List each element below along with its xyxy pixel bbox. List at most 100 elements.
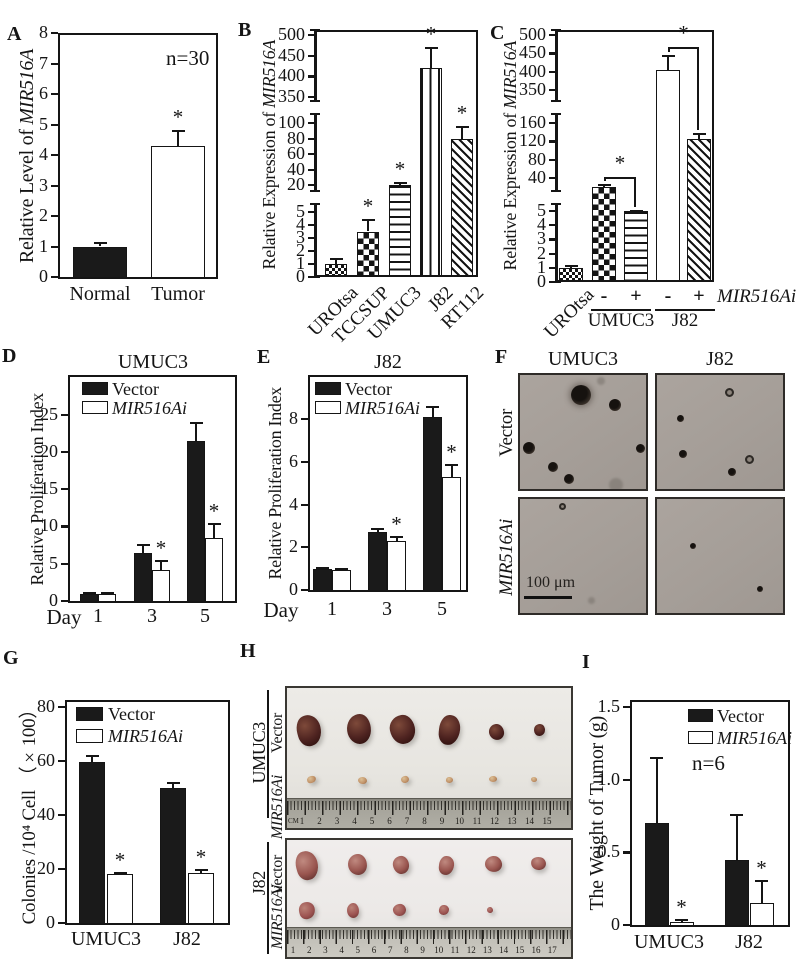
ruler: CM 1 2 3 4 5 6 7 8 9 10 11 12 13 14 15	[287, 798, 571, 828]
micrograph-column-title: J82	[706, 348, 734, 370]
ruler-number: 17	[547, 945, 557, 955]
ruler-cm-ticks	[287, 930, 571, 944]
colony-dot	[559, 502, 567, 510]
ruler-number: 6	[387, 816, 392, 826]
ruler-number: 2	[317, 816, 322, 826]
ruler-number: 8	[422, 816, 427, 826]
panel-label-h: H	[240, 640, 256, 662]
colony-dot	[756, 585, 763, 592]
tumor-specimen	[437, 854, 455, 876]
colony-dot	[596, 376, 605, 385]
colony-dot	[571, 385, 592, 406]
colony-dot	[679, 450, 687, 459]
ruler-number: 11	[450, 945, 460, 955]
tumor-specimen	[400, 774, 410, 784]
row-label-text: MIR516Ai	[268, 774, 286, 840]
scale-bar-line	[524, 596, 572, 599]
tumor-specimen	[438, 904, 450, 916]
tumor-photo: CM 1 2 3 4 5 6 7 8 9 10 11 12 13 14 15	[285, 686, 573, 830]
tumor-specimen	[346, 902, 360, 918]
colony-dot	[725, 388, 735, 398]
ruler-number: 3	[334, 816, 340, 826]
colony-dot	[728, 467, 737, 476]
micrograph-column-title: UMUC3	[547, 348, 619, 370]
tumor-photo-row-label: MIR516Ai	[269, 874, 286, 959]
colony-dot	[636, 443, 646, 453]
ruler-number: 14	[499, 945, 509, 955]
ruler-number: 16	[531, 945, 541, 955]
ruler-number: 13	[507, 816, 517, 826]
colony-dot	[523, 442, 536, 455]
panel-label-a: A	[7, 23, 22, 45]
ruler-number: 11	[472, 816, 482, 826]
tumor-specimen	[357, 776, 367, 784]
tumor-photo: 1 2 3 4 5 6 7 8 9 10 11 12 13 14 15 16 17	[285, 838, 573, 959]
panel-label-b: B	[238, 19, 252, 41]
cell-line-divider-line	[267, 842, 269, 954]
scale-bar-label: 100 μm	[526, 574, 576, 591]
tumor-specimen	[297, 899, 317, 921]
tumor-specimen	[488, 775, 498, 783]
tumor-specimen	[532, 723, 546, 737]
ruler-number: 12	[466, 945, 476, 955]
ruler-unit-label: CM	[288, 817, 299, 825]
tumor-specimen	[305, 774, 317, 784]
colony-dot	[564, 473, 575, 484]
tumor-specimen	[487, 723, 505, 741]
tumor-specimen	[391, 854, 411, 876]
ruler: 1 2 3 4 5 6 7 8 9 10 11 12 13 14 15 16 17	[287, 927, 571, 957]
tumor-specimen	[347, 853, 367, 875]
row-label-text: Vector	[268, 713, 286, 753]
tumor-specimen	[391, 902, 407, 918]
tumor-photo-cell-line-label: UMUC3	[249, 692, 269, 814]
panel-label-f: F	[495, 346, 508, 368]
ruler-number: 10	[455, 816, 464, 826]
micrograph-image: 100 μm	[518, 497, 648, 615]
ruler-number: 15	[515, 945, 525, 955]
panel-label-i: I	[582, 651, 590, 673]
tumor-photo-cell-line-label: J82	[249, 852, 269, 914]
tumor-specimen	[483, 855, 503, 873]
micrograph-image	[655, 373, 785, 491]
ruler-number: 12	[490, 816, 499, 826]
colony-dot	[744, 455, 754, 465]
panel-label-e: E	[257, 346, 271, 368]
tumor-specimen	[486, 906, 494, 914]
micrograph-image	[518, 373, 648, 491]
ruler-number: 8	[404, 945, 409, 955]
tumor-specimen	[346, 713, 372, 745]
colony-dot	[609, 477, 624, 489]
ruler-cm-ticks	[287, 801, 571, 815]
ruler-number: 9	[439, 816, 445, 826]
micrograph-image	[655, 497, 785, 615]
colony-dot	[676, 415, 684, 423]
ruler-number: 4	[339, 945, 344, 955]
ruler-number: 1	[299, 816, 305, 826]
ruler-number: 5	[369, 816, 375, 826]
ruler-number: 1	[290, 945, 296, 955]
tumor-specimen	[436, 713, 462, 747]
ruler-number: 7	[404, 816, 410, 826]
ruler-number: 5	[355, 945, 361, 955]
colony-dot	[690, 543, 697, 550]
colony-dot	[608, 398, 621, 411]
ruler-number: 15	[542, 816, 552, 826]
panel-label-d: D	[2, 345, 17, 367]
ruler-number: 7	[387, 945, 393, 955]
ruler-number: 9	[420, 945, 425, 955]
colony-dot	[588, 596, 595, 604]
tumor-specimen	[445, 776, 453, 784]
tumor-specimen	[293, 711, 325, 749]
panel-label-c: C	[490, 22, 505, 44]
colony-dot	[547, 462, 558, 473]
tumor-specimen	[529, 855, 547, 871]
row-label-text: MIR516Ai	[268, 884, 286, 950]
ruler-number: 2	[306, 945, 312, 955]
cell-line-divider-line	[267, 690, 269, 818]
tumor-specimen	[292, 848, 322, 882]
ruler-number: 6	[371, 945, 377, 955]
panel-label-g: G	[3, 647, 19, 669]
